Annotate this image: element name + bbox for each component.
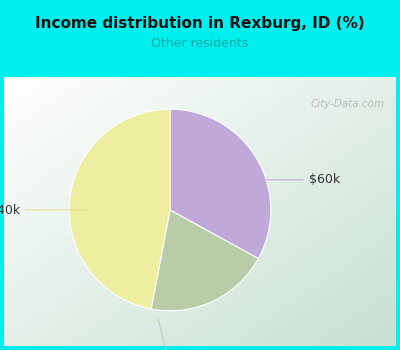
Wedge shape [69, 109, 170, 309]
Text: $75k: $75k [154, 318, 186, 350]
Text: Other residents: Other residents [152, 37, 248, 50]
Text: Income distribution in Rexburg, ID (%): Income distribution in Rexburg, ID (%) [35, 16, 365, 31]
Text: $40k: $40k [0, 203, 86, 217]
Wedge shape [151, 210, 258, 311]
Text: City-Data.com: City-Data.com [310, 99, 384, 108]
Text: $60k: $60k [228, 173, 340, 186]
Wedge shape [170, 109, 271, 259]
